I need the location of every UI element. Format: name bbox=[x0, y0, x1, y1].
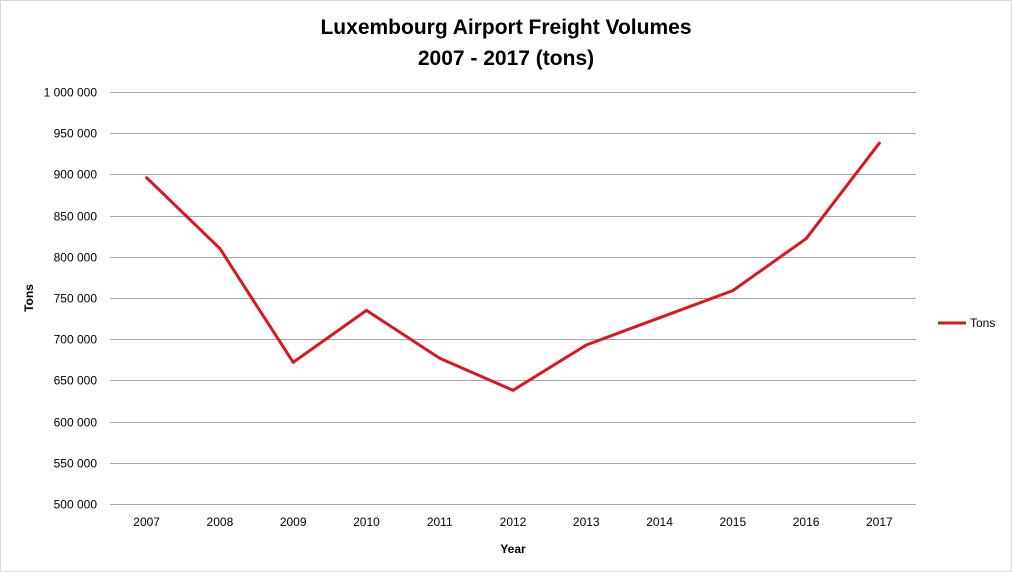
y-tick-label: 850 000 bbox=[54, 210, 98, 224]
y-tick-label: 650 000 bbox=[54, 374, 98, 388]
series-line-tons bbox=[145, 142, 881, 392]
data-point bbox=[218, 247, 222, 251]
x-tick-label: 2012 bbox=[500, 515, 527, 529]
x-axis-title: Year bbox=[500, 542, 526, 556]
y-axis-title: Tons bbox=[22, 284, 36, 312]
y-tick-label: 900 000 bbox=[54, 168, 98, 182]
data-point bbox=[364, 308, 368, 312]
gridlines bbox=[110, 92, 916, 505]
y-tick-label: 800 000 bbox=[54, 251, 98, 265]
y-axis-ticks: 500 000 550 000 600 000 650 000 700 000 750 0… bbox=[44, 86, 98, 512]
data-point bbox=[438, 356, 442, 360]
x-tick-label: 2007 bbox=[133, 515, 160, 529]
x-tick-label: 2015 bbox=[719, 515, 746, 529]
data-point bbox=[511, 388, 515, 392]
data-point bbox=[731, 289, 735, 293]
x-tick-label: 2011 bbox=[427, 515, 453, 529]
y-tick-label: 950 000 bbox=[54, 127, 98, 141]
x-tick-label: 2014 bbox=[646, 515, 673, 529]
series-group bbox=[145, 141, 881, 392]
x-tick-label: 2008 bbox=[207, 515, 234, 529]
y-tick-label: 500 000 bbox=[54, 498, 98, 512]
y-tick-label: 1 000 000 bbox=[44, 86, 98, 100]
x-axis-ticks: 2007 2008 2009 2010 2011 2012 2013 2014 2015 2016… bbox=[133, 515, 893, 529]
data-point bbox=[145, 176, 149, 180]
y-tick-label: 600 000 bbox=[54, 416, 98, 430]
x-tick-label: 2016 bbox=[793, 515, 820, 529]
y-tick-label: 700 000 bbox=[54, 333, 98, 347]
data-point bbox=[291, 360, 295, 364]
x-tick-label: 2010 bbox=[353, 515, 380, 529]
y-tick-label: 750 000 bbox=[54, 292, 98, 306]
x-tick-label: 2013 bbox=[573, 515, 600, 529]
chart-title-line-1: Luxembourg Airport Freight Volumes bbox=[320, 16, 692, 39]
data-point bbox=[804, 237, 808, 241]
y-tick-label: 550 000 bbox=[54, 457, 98, 471]
data-point bbox=[658, 316, 662, 320]
legend-label-tons: Tons bbox=[970, 316, 995, 330]
chart-title-line-2: 2007 - 2017 (tons) bbox=[417, 47, 595, 70]
data-point bbox=[877, 141, 881, 145]
legend: Tons bbox=[938, 316, 995, 330]
x-tick-label: 2009 bbox=[280, 515, 307, 529]
data-point bbox=[584, 343, 588, 347]
x-tick-label: 2017 bbox=[866, 515, 893, 529]
